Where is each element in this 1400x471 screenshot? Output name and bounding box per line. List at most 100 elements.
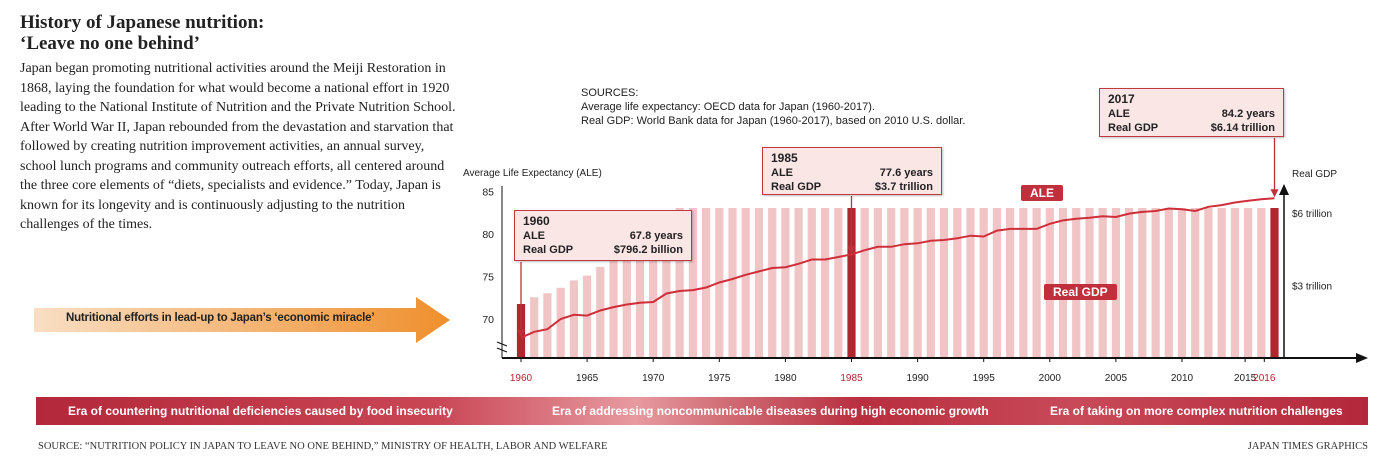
gdp-bar-1987 bbox=[873, 208, 882, 358]
callout-2017-ale-label: ALE bbox=[1108, 108, 1130, 120]
gdp-bar-1968 bbox=[622, 243, 631, 358]
gdp-bar-1999 bbox=[1032, 208, 1041, 358]
gdp-bar-1974 bbox=[702, 208, 711, 358]
gdp-bar-1993 bbox=[953, 208, 962, 358]
gdp-bar-2006 bbox=[1125, 208, 1134, 358]
callout-2017-gdp-label: Real GDP bbox=[1108, 122, 1159, 134]
gdp-bar-2010 bbox=[1177, 208, 1187, 358]
x-tick-2016: 2016 bbox=[1253, 373, 1276, 384]
callout-2017-ale-value: 84.2 years bbox=[1221, 108, 1275, 120]
gdp-bar-2017 bbox=[1270, 208, 1279, 358]
callout-1960-gdp-value: $796.2 billion bbox=[613, 244, 683, 256]
callout-1985-gdp-value: $3.7 trillion bbox=[874, 181, 933, 193]
sources-heading: SOURCES: bbox=[581, 87, 639, 99]
callout-2017: 2017 ALE 84.2 years Real GDP $6.14 trillio… bbox=[1099, 88, 1284, 137]
callout-leaders bbox=[517, 138, 1279, 338]
sources-line-1: Average life expectancy: OECD data for J… bbox=[581, 101, 875, 113]
gdp-bar-1994 bbox=[966, 208, 975, 358]
x-tick-2000: 2000 bbox=[1039, 373, 1062, 384]
gdp-bar-2005 bbox=[1111, 208, 1120, 358]
ale-line-layer bbox=[520, 197, 1275, 339]
x-tick-1980: 1980 bbox=[774, 373, 797, 384]
left-tick-80: 80 bbox=[482, 229, 494, 241]
gdp-bar-1981 bbox=[794, 208, 803, 358]
gdp-bar-1965 bbox=[583, 275, 592, 358]
gdp-bar-2008 bbox=[1151, 208, 1160, 358]
page-title: History of Japanese nutrition: ‘Leave no… bbox=[20, 12, 264, 54]
gdp-bar-1985 bbox=[847, 208, 856, 358]
callout-1985-gdp-label: Real GDP bbox=[771, 181, 822, 193]
gdp-bar-1990 bbox=[913, 208, 922, 358]
leader-1960-arrowhead bbox=[517, 329, 525, 338]
axis-break-mark bbox=[496, 341, 508, 353]
x-tick-2015: 2015 bbox=[1234, 373, 1257, 384]
gdp-bar-1969 bbox=[635, 229, 645, 359]
gdp-bar-1979 bbox=[768, 208, 777, 358]
footer-source: SOURCE: “NUTRITION POLICY IN JAPAN TO LE… bbox=[38, 441, 608, 452]
gdp-bar-2002 bbox=[1072, 208, 1081, 358]
era-label-2: Era of addressing noncommunicable diseas… bbox=[552, 404, 989, 418]
gdp-bar-1963 bbox=[556, 287, 565, 358]
x-tick-1975: 1975 bbox=[708, 373, 731, 384]
gdp-bar-1978 bbox=[754, 208, 764, 358]
gdp-bar-1995 bbox=[979, 208, 988, 358]
footer-credit: JAPAN TIMES GRAPHICS bbox=[1247, 441, 1368, 452]
arrow-shape bbox=[34, 297, 450, 343]
left-tick-85: 85 bbox=[482, 187, 494, 199]
callout-1960-ale-value: 67.8 years bbox=[629, 230, 683, 242]
callout-1985-ale-label: ALE bbox=[771, 167, 793, 179]
arrow-label: Nutritional efforts in lead-up to Japan’… bbox=[66, 312, 375, 324]
gdp-bar-2003 bbox=[1085, 208, 1094, 358]
callout-2017-year: 2017 bbox=[1108, 92, 1135, 106]
left-tick-75: 75 bbox=[482, 272, 494, 284]
gdp-bar-1962 bbox=[543, 293, 552, 358]
right-axis-label: Real GDP bbox=[1292, 169, 1337, 180]
gdp-bar-2007 bbox=[1138, 208, 1147, 358]
sources-line-2: Real GDP: World Bank data for Japan (196… bbox=[581, 115, 966, 127]
right-tick-6: $6 trillion bbox=[1292, 209, 1332, 220]
x-tick-1970: 1970 bbox=[642, 373, 665, 384]
gdp-bar-1982 bbox=[807, 208, 816, 358]
gdp-bar-1977 bbox=[741, 208, 750, 358]
chart-axes: Average Life Expectancy (ALE) 70 75 80 85 Rea… bbox=[463, 168, 1368, 384]
gdp-bar-1972 bbox=[675, 208, 684, 358]
gdp-bar-1998 bbox=[1019, 208, 1028, 358]
callout-1960: 1960 ALE 67.8 years Real GDP $796.2 billio… bbox=[514, 210, 692, 261]
gdp-bar-1996 bbox=[992, 208, 1001, 358]
callout-1960-gdp-label: Real GDP bbox=[523, 244, 574, 256]
era-label-1: Era of countering nutritional deficienci… bbox=[68, 404, 453, 418]
gdp-bar-1992 bbox=[939, 208, 949, 358]
economic-miracle-arrow: Nutritional efforts in lead-up to Japan’… bbox=[34, 297, 452, 343]
gdp-bar-2014 bbox=[1230, 208, 1239, 358]
gdp-bar-1980 bbox=[781, 208, 790, 358]
intro-paragraph-1: Japan began promoting nutritional activi… bbox=[20, 61, 456, 115]
gdp-bar-1973 bbox=[688, 208, 697, 358]
x-tick-1995: 1995 bbox=[973, 373, 996, 384]
callout-1960-ale-label: ALE bbox=[523, 230, 545, 242]
intro-text: Japan began promoting nutritional activi… bbox=[20, 59, 460, 235]
leader-2017-arrowhead bbox=[1270, 189, 1279, 198]
gdp-bar-1970 bbox=[649, 218, 658, 358]
x-tick-1960: 1960 bbox=[510, 373, 533, 384]
era-band: Era of countering nutritional deficienci… bbox=[36, 397, 1368, 425]
gdp-bars bbox=[516, 208, 1279, 359]
gdp-bar-1991 bbox=[926, 208, 935, 358]
gdp-bar-1966 bbox=[596, 266, 605, 358]
left-tick-70: 70 bbox=[482, 314, 494, 326]
x-tick-2010: 2010 bbox=[1171, 373, 1194, 384]
x-tick-2005: 2005 bbox=[1105, 373, 1128, 384]
callout-2017-gdp-value: $6.14 trillion bbox=[1210, 122, 1275, 134]
gdp-series-tag: Real GDP bbox=[1044, 284, 1117, 300]
x-tick-1965: 1965 bbox=[576, 373, 599, 384]
callout-1985-ale-value: 77.6 years bbox=[879, 167, 933, 179]
gdp-bar-2009 bbox=[1164, 208, 1173, 358]
gdp-bar-2001 bbox=[1058, 208, 1068, 358]
callout-1960-year: 1960 bbox=[523, 214, 550, 228]
title-line-2: ‘Leave no one behind’ bbox=[20, 33, 200, 54]
gdp-bar-1976 bbox=[728, 208, 737, 358]
gdp-bar-2000 bbox=[1045, 208, 1054, 358]
gdp-bar-1961 bbox=[530, 297, 539, 359]
gdp-bar-2012 bbox=[1204, 208, 1213, 358]
callout-1985: 1985 ALE 77.6 years Real GDP $3.7 trillion bbox=[762, 147, 942, 195]
